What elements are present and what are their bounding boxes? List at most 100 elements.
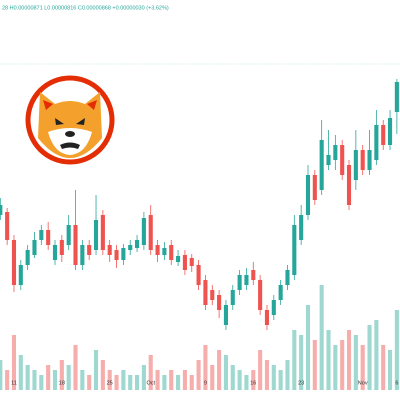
volume-bar xyxy=(0,360,3,390)
candle-body xyxy=(292,225,297,275)
candle-body xyxy=(251,270,256,280)
volume-bar xyxy=(285,360,290,390)
volume-bar xyxy=(189,375,194,390)
candle-body xyxy=(346,165,352,205)
candle-body xyxy=(196,265,201,285)
volume-bar xyxy=(100,360,105,390)
volume-bar xyxy=(244,375,249,390)
candle-body xyxy=(100,215,105,250)
volume-bar xyxy=(114,375,119,390)
volume-bar xyxy=(46,365,51,390)
volume-bar xyxy=(39,375,44,390)
candle-body xyxy=(305,175,311,215)
x-tick-label: 25 xyxy=(107,380,113,386)
candle-body xyxy=(271,300,276,315)
candle-body xyxy=(5,212,10,240)
volume-bar xyxy=(367,325,372,390)
volume-bar xyxy=(155,370,160,390)
candle-body xyxy=(223,305,228,325)
volume-bar xyxy=(312,340,317,390)
candle-body xyxy=(93,220,99,250)
candle-body xyxy=(169,245,174,260)
volume-bar xyxy=(141,365,146,390)
candle-body xyxy=(285,270,290,285)
volume-bar xyxy=(223,355,228,390)
candle-body xyxy=(11,240,17,285)
volume-bar xyxy=(387,350,393,390)
candle-body xyxy=(340,145,345,175)
volume-bar xyxy=(32,370,37,390)
volume-bar xyxy=(80,370,85,390)
volume-bar xyxy=(299,335,304,390)
candle-body xyxy=(367,150,372,170)
volume-bar xyxy=(59,360,64,390)
volume-bar xyxy=(251,370,256,390)
candle-body xyxy=(326,155,331,165)
volume-bar xyxy=(210,365,215,390)
candle-body xyxy=(162,248,167,255)
candle-body xyxy=(278,285,283,300)
x-tick-label: 6 xyxy=(395,380,398,386)
volume-bar xyxy=(11,335,17,390)
volume-bar xyxy=(25,365,30,390)
volume-bar xyxy=(66,365,71,390)
candle-body xyxy=(203,280,208,305)
volume-bar xyxy=(5,370,10,390)
volume-bar xyxy=(203,345,208,390)
volume-bar xyxy=(121,370,126,390)
candle-body xyxy=(210,290,215,300)
volume-bar xyxy=(360,345,365,390)
candle-body xyxy=(135,240,140,248)
volume-bar xyxy=(128,375,133,390)
candle-body xyxy=(312,175,317,200)
volume-bar xyxy=(148,355,153,390)
candle-body xyxy=(374,125,379,160)
candle-body xyxy=(353,150,358,180)
volume-bar xyxy=(346,330,352,390)
volume-bar xyxy=(52,370,58,390)
candle-body xyxy=(319,140,324,190)
volume-bar xyxy=(381,345,386,390)
volume-bar xyxy=(230,365,235,390)
candle-body xyxy=(387,118,393,145)
candle-body xyxy=(73,225,78,265)
candle-body xyxy=(381,125,386,145)
candle-body xyxy=(176,256,181,262)
volume-bar xyxy=(107,370,112,390)
candle-body xyxy=(107,245,112,255)
candle-body xyxy=(0,205,3,215)
candle-body xyxy=(18,265,23,285)
x-tick-label: Nov xyxy=(358,380,368,386)
volume-bar xyxy=(271,365,276,390)
x-tick-label: Oct xyxy=(146,380,155,386)
candle-body xyxy=(32,240,37,255)
volume-bar xyxy=(169,370,174,390)
candle-body xyxy=(114,250,119,260)
volume-bar xyxy=(176,375,181,390)
candle-body xyxy=(46,230,51,245)
volume-bar xyxy=(73,345,78,390)
candle-body xyxy=(39,230,44,240)
volume-bar xyxy=(353,335,358,390)
candle-body xyxy=(155,245,160,255)
volume-bar xyxy=(196,360,201,390)
x-tick-label: 23 xyxy=(298,380,304,386)
x-tick-label: 18 xyxy=(59,380,65,386)
volume-bar xyxy=(340,340,345,390)
volume-bar xyxy=(278,370,283,390)
volume-bar xyxy=(305,305,311,390)
x-tick-label: 9 xyxy=(204,380,207,386)
candle-body xyxy=(258,280,263,310)
candle-body xyxy=(230,290,235,305)
candle-body xyxy=(189,258,194,266)
volume-bar xyxy=(135,375,140,390)
x-tick-label: 16 xyxy=(250,380,256,386)
candle-layer xyxy=(0,79,399,330)
candle-body xyxy=(394,82,399,112)
volume-bar xyxy=(237,370,242,390)
candle-body xyxy=(264,310,270,325)
volume-bar xyxy=(87,375,92,390)
volume-bar xyxy=(292,330,297,390)
candle-body xyxy=(66,225,71,245)
